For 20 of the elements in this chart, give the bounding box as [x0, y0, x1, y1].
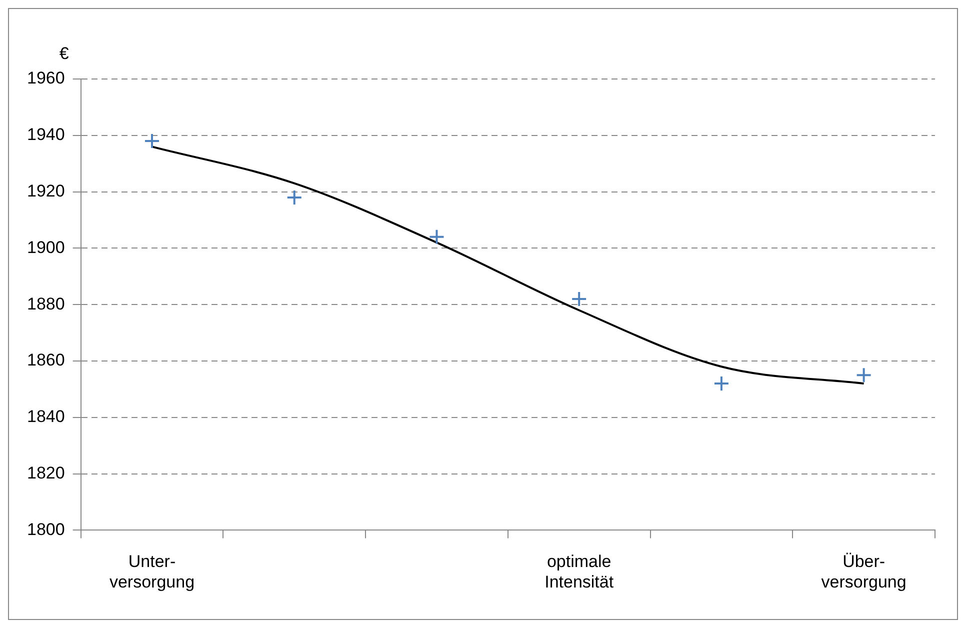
- y-tick-label: 1840: [26, 407, 65, 426]
- point: [856, 367, 872, 384]
- point: [286, 189, 302, 206]
- y-tick-label: 1960: [26, 68, 65, 88]
- y-tick-label: 1820: [26, 463, 65, 482]
- point: [571, 290, 588, 307]
- y-axis-title: €: [59, 44, 70, 64]
- x-tick-label: Unter- versorgung: [109, 552, 195, 592]
- y-tick-label: 1920: [26, 181, 65, 200]
- point: [428, 228, 445, 245]
- y-tick-label: 1880: [26, 294, 65, 314]
- y-tick-label: 1900: [26, 238, 65, 257]
- y-tick-label: 1860: [26, 350, 65, 370]
- x-tick-label: optimale Intensität: [544, 552, 614, 592]
- y-tick-label: 1940: [26, 125, 65, 144]
- line-series: [151, 146, 865, 385]
- x-tick-label: Über- versorgung: [821, 552, 906, 592]
- point: [144, 133, 160, 150]
- point: [713, 376, 730, 392]
- y-tick-label: 1800: [26, 520, 65, 539]
